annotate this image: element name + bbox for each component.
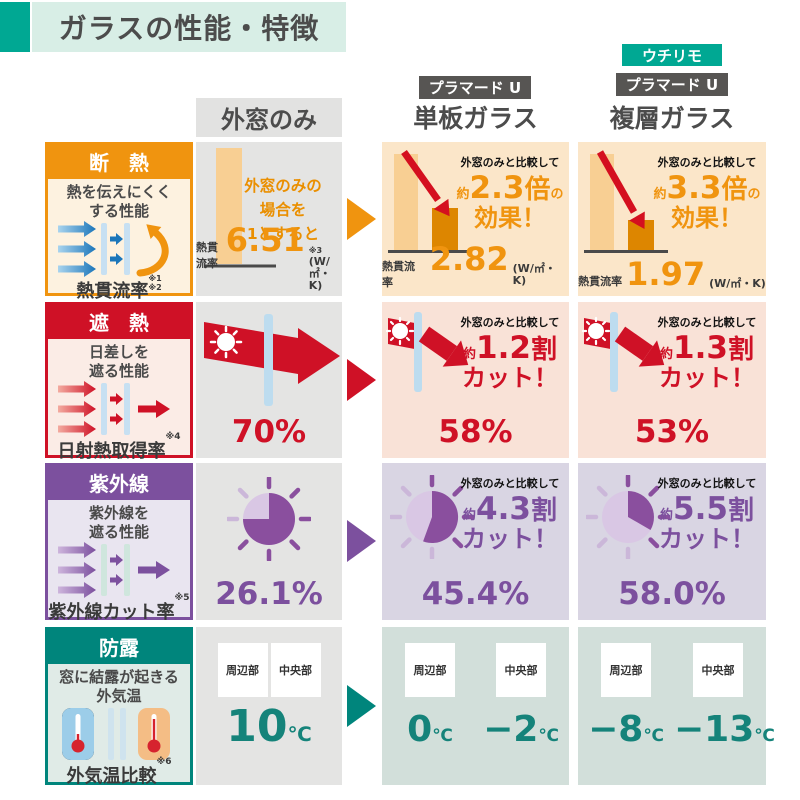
insulation-single-cell: 外窓のみと比較して 約2.3倍の 効果！ 熱貫流率 2.82 (W/㎡・K)	[382, 142, 569, 296]
title-bar: ガラスの性能・特徴	[32, 2, 346, 52]
uv-header: 紫外線	[48, 466, 190, 500]
column-header-single-glass: 単板ガラス	[413, 104, 538, 133]
condensation-icon	[62, 707, 170, 760]
condensation-double-edge: 周辺部 −8℃	[584, 627, 668, 785]
shading-outer-cell: 70%	[196, 302, 342, 458]
condensation-double-cell: 周辺部 −8℃ 中央部 −13℃	[578, 627, 775, 785]
label-edge: 周辺部	[405, 643, 455, 697]
condensation-header: 防露	[48, 630, 190, 664]
uv-single-value: 45.4%	[421, 576, 530, 612]
label-center: 中央部	[496, 643, 546, 697]
page-title: ガラスの性能・特徴	[58, 12, 320, 45]
insulation-single-value: 熱貫流率 2.82 (W/㎡・K)	[382, 240, 556, 289]
shading-single-cell: 外窓のみと比較して 約1.2割 カット！ 58%	[382, 302, 569, 458]
shading-double-compare: 外窓のみと比較して 約1.3割 カット！	[657, 316, 757, 392]
shading-double-cell: 外窓のみと比較して 約1.3割 カット！ 53%	[578, 302, 766, 458]
shading-single-compare: 外窓のみと比較して 約1.2割 カット！	[460, 316, 560, 392]
column-header-double-glass: 複層ガラス	[609, 104, 735, 133]
uv-single-compare: 外窓のみと比較して 約4.3割 カット！	[460, 477, 560, 553]
shading-icon	[58, 380, 170, 437]
uv-double-sun-pie	[586, 475, 670, 559]
shading-double-value: 53%	[634, 414, 710, 450]
shading-metric-label: 日射熱取得率※4	[57, 431, 181, 462]
label-center: 中央部	[270, 643, 321, 697]
brand-badge-plamade-u-single: プラマード U	[419, 76, 531, 99]
definition-condensation: 防露 窓に結露が起きる 外気温 外気温比較※6	[45, 627, 193, 787]
insulation-double-bar-chart	[584, 150, 668, 253]
insulation-outer-caption: 外窓のみの 場合を 1とすると	[244, 177, 322, 244]
shading-single-value: 58%	[438, 414, 513, 450]
insulation-single-bar-chart	[388, 149, 472, 253]
uv-double-value: 58.0%	[618, 576, 726, 612]
uv-single-sun-pie	[390, 475, 474, 559]
condensation-description: 窓に結露が起きる 外気温	[59, 668, 179, 705]
definition-insulation: 断 熱 熱を伝えにくく する性能 熱貫流率 ※1 ※2	[45, 142, 193, 302]
uv-outer-cell: 26.1%	[196, 463, 342, 620]
condensation-outer-value: 10℃	[226, 701, 312, 752]
insulation-single-compare: 外窓のみと比較して 約2.3倍の 効果！	[456, 156, 564, 232]
condensation-single-edge: 周辺部 0℃	[388, 627, 472, 785]
shading-single-arrow-graphic	[386, 312, 469, 392]
insulation-outer-value: 熱貫流率 6.51 ※3 (W/㎡・K)	[196, 220, 331, 292]
uv-double-cell: 外窓のみと比較して 約5.5割 カット！ 58.0%	[578, 463, 766, 620]
shading-header: 遮 熱	[48, 305, 190, 339]
label-edge: 周辺部	[601, 643, 651, 697]
insulation-icon	[58, 220, 169, 277]
condensation-outer-labels: 周辺部 中央部	[196, 643, 342, 697]
uv-description: 紫外線を 遮る性能	[88, 504, 149, 541]
insulation-outer-bar-chart	[204, 148, 276, 268]
shading-outer-arrow-graphic	[204, 314, 340, 406]
definition-uv: 紫外線 紫外線を 遮る性能 紫外線カット率※5	[45, 463, 193, 623]
uv-single-cell: 外窓のみと比較して 約4.3割 カット！ 45.4%	[382, 463, 569, 620]
column-header-outer-window: 外窓のみ	[196, 98, 342, 137]
condensation-single-cell: 周辺部 0℃ 中央部 −2℃	[382, 627, 569, 785]
condensation-outer-cell: 周辺部 中央部 10℃	[196, 627, 342, 785]
insulation-outer-cell: 外窓のみの 場合を 1とすると 熱貫流率 6.51 ※3 (W/㎡・K)	[196, 142, 342, 296]
definition-shading: 遮 熱 日差しを 遮る性能 日射熱取得率※4	[45, 302, 193, 462]
arrow-uv	[347, 520, 376, 562]
uv-outer-sun-pie	[227, 477, 311, 561]
insulation-double-compare: 外窓のみと比較して 約3.3倍の 効果！	[653, 156, 761, 232]
condensation-single-center: 中央部 −2℃	[478, 627, 564, 785]
insulation-description: 熱を伝えにくく する性能	[66, 183, 172, 220]
condensation-metric-label: 外気温比較※6	[66, 756, 172, 787]
shading-description: 日差しを 遮る性能	[88, 343, 149, 380]
brand-badge-uchirimo: ウチリモ	[622, 44, 722, 66]
uv-metric-label: 紫外線カット率※5	[48, 592, 190, 623]
uv-double-compare: 外窓のみと比較して 約5.5割 カット！	[657, 477, 757, 553]
insulation-double-cell: 外窓のみと比較して 約3.3倍の 効果！ 熱貫流率 1.97 (W/㎡・K)	[578, 142, 766, 296]
shading-outer-value: 70%	[231, 414, 307, 450]
condensation-double-center: 中央部 −13℃	[674, 627, 775, 785]
label-edge: 周辺部	[217, 643, 268, 697]
insulation-double-value: 熱貫流率 1.97 (W/㎡・K)	[578, 255, 766, 293]
arrow-condensation	[347, 685, 376, 727]
shading-double-arrow-graphic	[582, 312, 665, 392]
brand-badge-plamade-u-double: プラマード U	[616, 73, 728, 96]
label-center: 中央部	[693, 643, 743, 697]
insulation-header: 断 熱	[48, 145, 190, 179]
arrow-shading	[347, 359, 376, 401]
title-accent-square	[0, 2, 30, 52]
insulation-metric-label: 熱貫流率 ※1 ※2	[76, 273, 162, 302]
uv-outer-value: 26.1%	[215, 576, 323, 612]
arrow-insulation	[347, 198, 376, 240]
uv-icon	[58, 541, 170, 598]
